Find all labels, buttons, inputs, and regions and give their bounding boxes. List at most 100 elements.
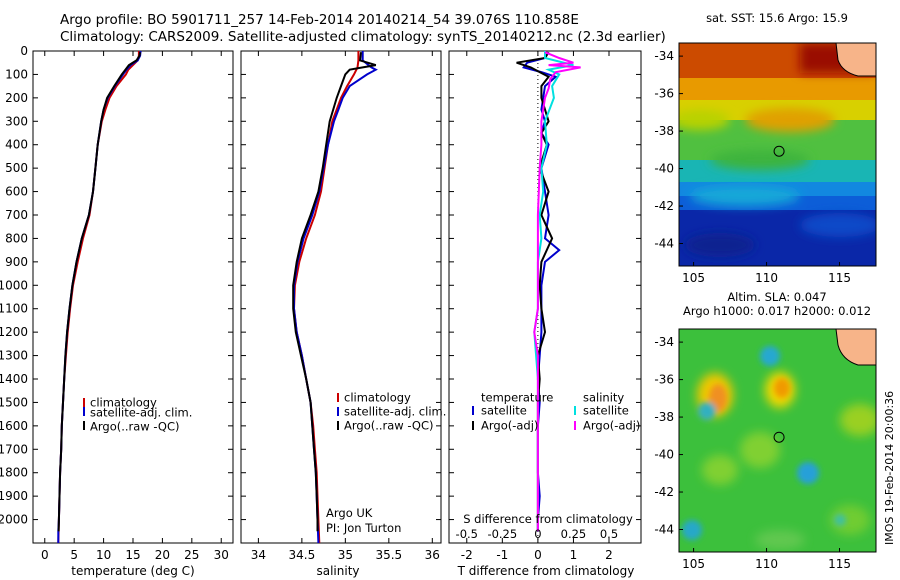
figure-title-line2: Climatology: CARS2009. Satellite-adjuste… — [60, 29, 666, 45]
sla-argo-position-marker — [773, 431, 785, 443]
sla-map-subtitle: Argo h1000: 0.017 h2000: 0.012 — [683, 304, 871, 318]
sla-map-x-tick-label: 110 — [755, 557, 778, 571]
sla-map-y-tick-label: -38 — [654, 410, 674, 424]
sst-map-y-tick-label: -36 — [654, 87, 674, 101]
sst-map-y-tick-label: -42 — [654, 199, 674, 213]
diff-x-tick-label: -1 — [496, 548, 508, 562]
depth-tick-label: 100 — [5, 67, 28, 81]
temp-x-tick-label: 10 — [96, 548, 111, 562]
depth-tick-label: 900 — [5, 255, 28, 269]
temp-x-tick-label: 15 — [125, 548, 140, 562]
sla-map-ticks: 105 110 115 -34 -36 -38 -40 -42 -44 — [654, 335, 851, 571]
temperature-x-ticks: 0 5 10 15 20 25 30 — [33, 50, 233, 562]
sla-map-y-tick-label: -44 — [654, 523, 674, 537]
temperature-axes-frame — [32, 50, 234, 544]
sla-map-frame — [678, 328, 877, 553]
sst-map-x-tick-label: 115 — [828, 271, 851, 285]
sal-line-argo — [292, 52, 377, 532]
sst-map-image — [679, 43, 876, 266]
depth-tick-label: 1100 — [0, 302, 28, 316]
temperature-x-label: temperature (deg C) — [71, 564, 194, 578]
sst-map-title: sat. SST: 15.6 Argo: 15.9 — [706, 11, 848, 25]
sst-map-y-tick-label: -44 — [654, 237, 674, 251]
difference-legend-salinity-heading: salinity — [583, 391, 624, 405]
temp-x-tick-label: 30 — [214, 548, 229, 562]
temp-x-tick-label: 25 — [184, 548, 199, 562]
difference-x-label: T difference from climatology — [457, 564, 635, 578]
sal-x-tick-label: 36 — [425, 548, 440, 562]
depth-tick-label: 1200 — [0, 325, 28, 339]
difference-legend-s-argo: Argo(-adj) — [583, 419, 640, 433]
sla-map-image — [679, 329, 876, 552]
sla-map-x-tick-label: 105 — [682, 557, 705, 571]
sal-x-tick-label: 34.5 — [289, 548, 316, 562]
salinity-annotation-pi: PI: Jon Turton — [326, 521, 401, 535]
difference-s-scale-ticks: -0.5 -0.25 0 0.25 0.5 — [456, 527, 619, 541]
sla-map-y-tick-label: -36 — [654, 373, 674, 387]
depth-tick-label: 1800 — [0, 466, 28, 480]
sal-x-tick-label: 34 — [251, 548, 266, 562]
sst-map-x-tick-label: 110 — [755, 271, 778, 285]
salinity-x-ticks: 34 34.5 35 35.5 36 — [241, 50, 441, 562]
salinity-legend-climatology: climatology — [344, 391, 411, 405]
temperature-legend-climatology: climatology — [90, 396, 157, 410]
temp-x-tick-label: 0 — [41, 548, 49, 562]
temperature-legend-argo: Argo(..raw -QC) — [90, 420, 180, 434]
difference-profile-lines — [516, 51, 581, 532]
diff-x-tick-label: 1 — [570, 548, 578, 562]
diff-x-tick-label: 2 — [605, 548, 613, 562]
sla-map-x-tick-label: 115 — [828, 557, 851, 571]
salinity-annotation-argo-uk: Argo UK — [326, 506, 373, 520]
salinity-profile-lines — [292, 51, 378, 544]
depth-tick-label: 1500 — [0, 395, 28, 409]
depth-axis-ticks: 0 100 200 300 400 500 600 700 800 900 1000 1100 1200… — [0, 44, 28, 527]
sla-map-y-tick-label: -40 — [654, 448, 674, 462]
diff-line-argo_s — [533, 51, 581, 532]
sst-map-ticks: 105 110 115 -34 -36 -38 -40 -42 -44 — [654, 49, 851, 285]
salinity-axes-frame — [240, 50, 442, 544]
difference-panel: -2 -1 0 1 2 -0.5 -0.25 0 0.25 0.5 S difference f… — [448, 50, 642, 578]
depth-tick-label: 1900 — [0, 489, 28, 503]
sst-map-y-tick-label: -40 — [654, 162, 674, 176]
salinity-legend: climatology satellite-adj. clim. Argo(..… — [337, 391, 446, 433]
difference-legend: temperature satellite Argo(-adj) salinit… — [472, 391, 640, 433]
sst-map-x-tick-label: 105 — [682, 271, 705, 285]
sst-map-y-tick-label: -34 — [654, 49, 674, 63]
salinity-legend-argo: Argo(..raw -QC) — [344, 419, 434, 433]
difference-s-scale-label: S difference from climatology — [463, 512, 633, 526]
temp-x-tick-label: 5 — [70, 548, 78, 562]
difference-s-tick-label: -0.25 — [487, 527, 517, 541]
difference-s-tick-label: 0 — [534, 527, 541, 541]
difference-legend-t-satellite: satellite — [481, 404, 527, 418]
temperature-legend: climatology satellite-adj. clim. Argo(..… — [83, 396, 192, 434]
depth-tick-label: 0 — [20, 44, 28, 58]
temperature-panel: 0 5 10 15 20 25 30 0 100 200 300 400 500 600 700 800 90… — [0, 44, 234, 578]
difference-s-tick-label: -0.5 — [456, 527, 478, 541]
depth-tick-label: 1600 — [0, 419, 28, 433]
depth-tick-label: 700 — [5, 208, 28, 222]
sst-map-y-tick-label: -38 — [654, 124, 674, 138]
sla-map-y-tick-label: -42 — [654, 485, 674, 499]
figure-title-line1: Argo profile: BO 5901711_257 14-Feb-2014… — [60, 12, 579, 28]
difference-legend-temperature-heading: temperature — [481, 391, 553, 405]
temp-x-tick-label: 20 — [155, 548, 170, 562]
sst-map-frame — [678, 42, 877, 267]
salinity-panel: 34 34.5 35 35.5 36 salinity climatology sate… — [240, 50, 446, 578]
sst-argo-position-marker — [773, 145, 785, 157]
sla-map-title: Altim. SLA: 0.047 — [727, 290, 826, 304]
sal-x-tick-label: 35.5 — [375, 548, 402, 562]
depth-tick-label: 500 — [5, 161, 28, 175]
depth-tick-label: 400 — [5, 138, 28, 152]
depth-tick-label: 200 — [5, 91, 28, 105]
sla-map-y-tick-label: -34 — [654, 335, 674, 349]
depth-tick-label: 300 — [5, 114, 28, 128]
side-timestamp-label: IMOS 19-Feb-2014 20:00:36 — [883, 391, 896, 545]
depth-tick-label: 2000 — [0, 513, 28, 527]
difference-s-tick-label: 0.5 — [600, 527, 618, 541]
difference-legend-t-argo: Argo(-adj) — [481, 419, 538, 433]
diff-x-tick-label: -2 — [461, 548, 473, 562]
difference-legend-s-satellite: satellite — [583, 404, 629, 418]
diff-x-tick-label: 0 — [534, 548, 542, 562]
sst-map-panel: sat. SST: 15.6 Argo: 15.9 105 110 115- — [654, 11, 877, 285]
